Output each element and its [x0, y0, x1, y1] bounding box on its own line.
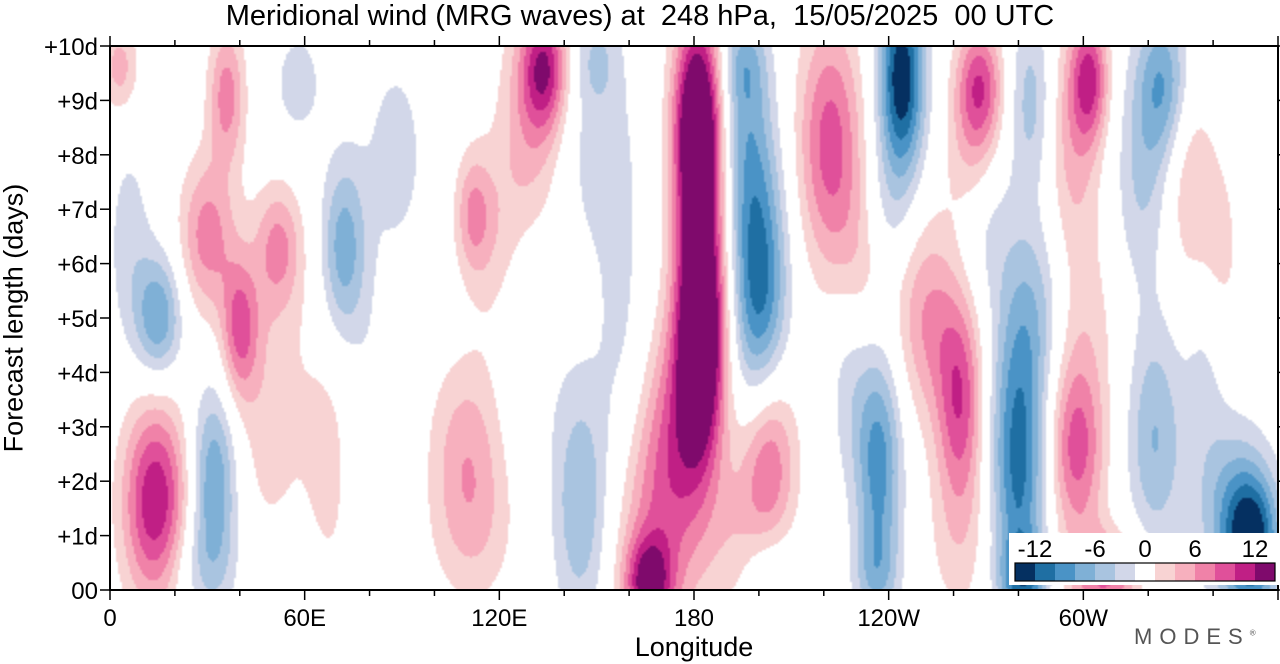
- x-axis-label: Longitude: [634, 632, 754, 662]
- x-axis: 0 60E 120E 180 120W 60W: [103, 36, 1279, 632]
- y-tick-label: +7d: [57, 197, 98, 224]
- y-tick-label: +10d: [44, 34, 98, 61]
- y-tick-label: +6d: [57, 252, 98, 279]
- colorbar-swatch: [1175, 563, 1196, 581]
- colorbar: -12 -6 0 6 12: [1009, 533, 1280, 585]
- x-tick-label: 180: [674, 605, 714, 632]
- brand-text: MODES: [1134, 624, 1250, 649]
- y-tick-label: +1d: [57, 524, 98, 551]
- colorbar-label: 0: [1138, 536, 1151, 563]
- colorbar-swatch: [1095, 563, 1116, 581]
- y-axis: 00 +1d +2d +3d +4d +5d +6d +7d +8d +9d +10d: [44, 34, 1280, 605]
- colorbar-label: 6: [1188, 536, 1201, 563]
- colorbar-swatch: [1255, 563, 1276, 581]
- colorbar-label: 12: [1242, 536, 1269, 563]
- y-tick-label: +9d: [57, 88, 98, 115]
- wind-contour-field: [110, 46, 1278, 590]
- colorbar-label: -12: [1018, 536, 1053, 563]
- x-tick-label: 120E: [471, 605, 527, 632]
- brand-logo: MODES®: [1134, 624, 1256, 649]
- colorbar-swatch: [1135, 563, 1156, 581]
- y-tick-label: +5d: [57, 306, 98, 333]
- colorbar-swatch: [1035, 563, 1056, 581]
- x-tick-label: 60E: [283, 605, 326, 632]
- y-tick-label: +3d: [57, 415, 98, 442]
- chart-title: Meridional wind (MRG waves) at 248 hPa, …: [225, 0, 1055, 32]
- y-tick-label: +2d: [57, 469, 98, 496]
- colorbar-swatch: [1215, 563, 1236, 581]
- colorbar-label: -6: [1084, 536, 1105, 563]
- colorbar-swatch: [1115, 563, 1136, 581]
- colorbar-swatch: [1075, 563, 1096, 581]
- x-tick-label: 0: [103, 605, 116, 632]
- colorbar-swatch: [1055, 563, 1076, 581]
- x-tick-label: 60W: [1059, 605, 1109, 632]
- y-tick-label: +8d: [57, 143, 98, 170]
- x-tick-label: 120W: [857, 605, 920, 632]
- colorbar-swatch: [1155, 563, 1176, 581]
- y-tick-label: +4d: [57, 360, 98, 387]
- colorbar-swatch: [1015, 563, 1036, 581]
- y-tick-label: 00: [71, 578, 98, 605]
- colorbar-swatch: [1235, 563, 1256, 581]
- colorbar-frame: [1014, 562, 1276, 582]
- colorbar-swatch: [1195, 563, 1216, 581]
